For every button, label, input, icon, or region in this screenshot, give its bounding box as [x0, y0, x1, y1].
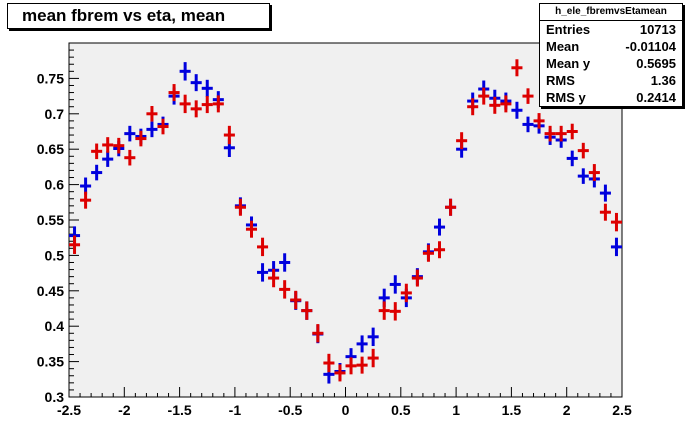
y-tick-label: 0.55	[37, 212, 64, 228]
x-tick-label: 0.5	[391, 402, 411, 418]
stat-mean: Mean -0.01104	[540, 38, 682, 55]
stat-value: 1.36	[650, 73, 676, 88]
x-tick-label: -1	[229, 402, 242, 418]
histogram-title: mean fbrem vs eta, mean	[7, 3, 270, 29]
x-tick-label: 1.5	[502, 402, 522, 418]
stat-mean-y: Mean y 0.5695	[540, 55, 682, 72]
x-tick-label: 1	[452, 402, 460, 418]
plot-frame	[68, 42, 623, 398]
stat-value: -0.01104	[625, 39, 676, 54]
stat-value: 10713	[639, 22, 676, 37]
stats-name: h_ele_fbremvsEtamean	[540, 4, 682, 21]
stat-label: RMS y	[546, 90, 586, 105]
stat-value: 0.5695	[636, 56, 676, 71]
stat-value: 0.2414	[636, 90, 676, 105]
stat-rms-y: RMS y 0.2414	[540, 89, 682, 106]
stats-box: h_ele_fbremvsEtamean Entries 10713 Mean …	[539, 3, 683, 107]
stat-label: RMS	[546, 73, 575, 88]
x-tick-label: -2	[118, 402, 131, 418]
y-tick-label: 0.5	[45, 247, 65, 263]
x-tick-label: -1.5	[168, 402, 192, 418]
y-tick-label: 0.65	[37, 141, 64, 157]
y-tick-label: 0.6	[45, 177, 65, 193]
x-tick-label: 2.5	[612, 402, 632, 418]
stat-entries: Entries 10713	[540, 21, 682, 38]
stat-label: Entries	[546, 22, 591, 37]
y-tick-label: 0.4	[45, 318, 65, 334]
x-tick-label: -0.5	[278, 402, 302, 418]
stat-rms: RMS 1.36	[540, 72, 682, 89]
y-tick-label: 0.7	[45, 106, 65, 122]
x-tick-label: 0	[342, 402, 350, 418]
y-tick-label: 0.3	[45, 389, 65, 405]
y-tick-label: 0.45	[37, 283, 64, 299]
y-tick-label: 0.75	[37, 70, 64, 86]
stat-label: Mean	[546, 39, 580, 54]
stat-label: Mean y	[546, 56, 591, 71]
title-text: mean fbrem vs eta, mean	[22, 6, 226, 25]
x-tick-label: 2	[563, 402, 571, 418]
y-tick-label: 0.35	[37, 354, 64, 370]
x-tick-label: -2.5	[57, 402, 81, 418]
